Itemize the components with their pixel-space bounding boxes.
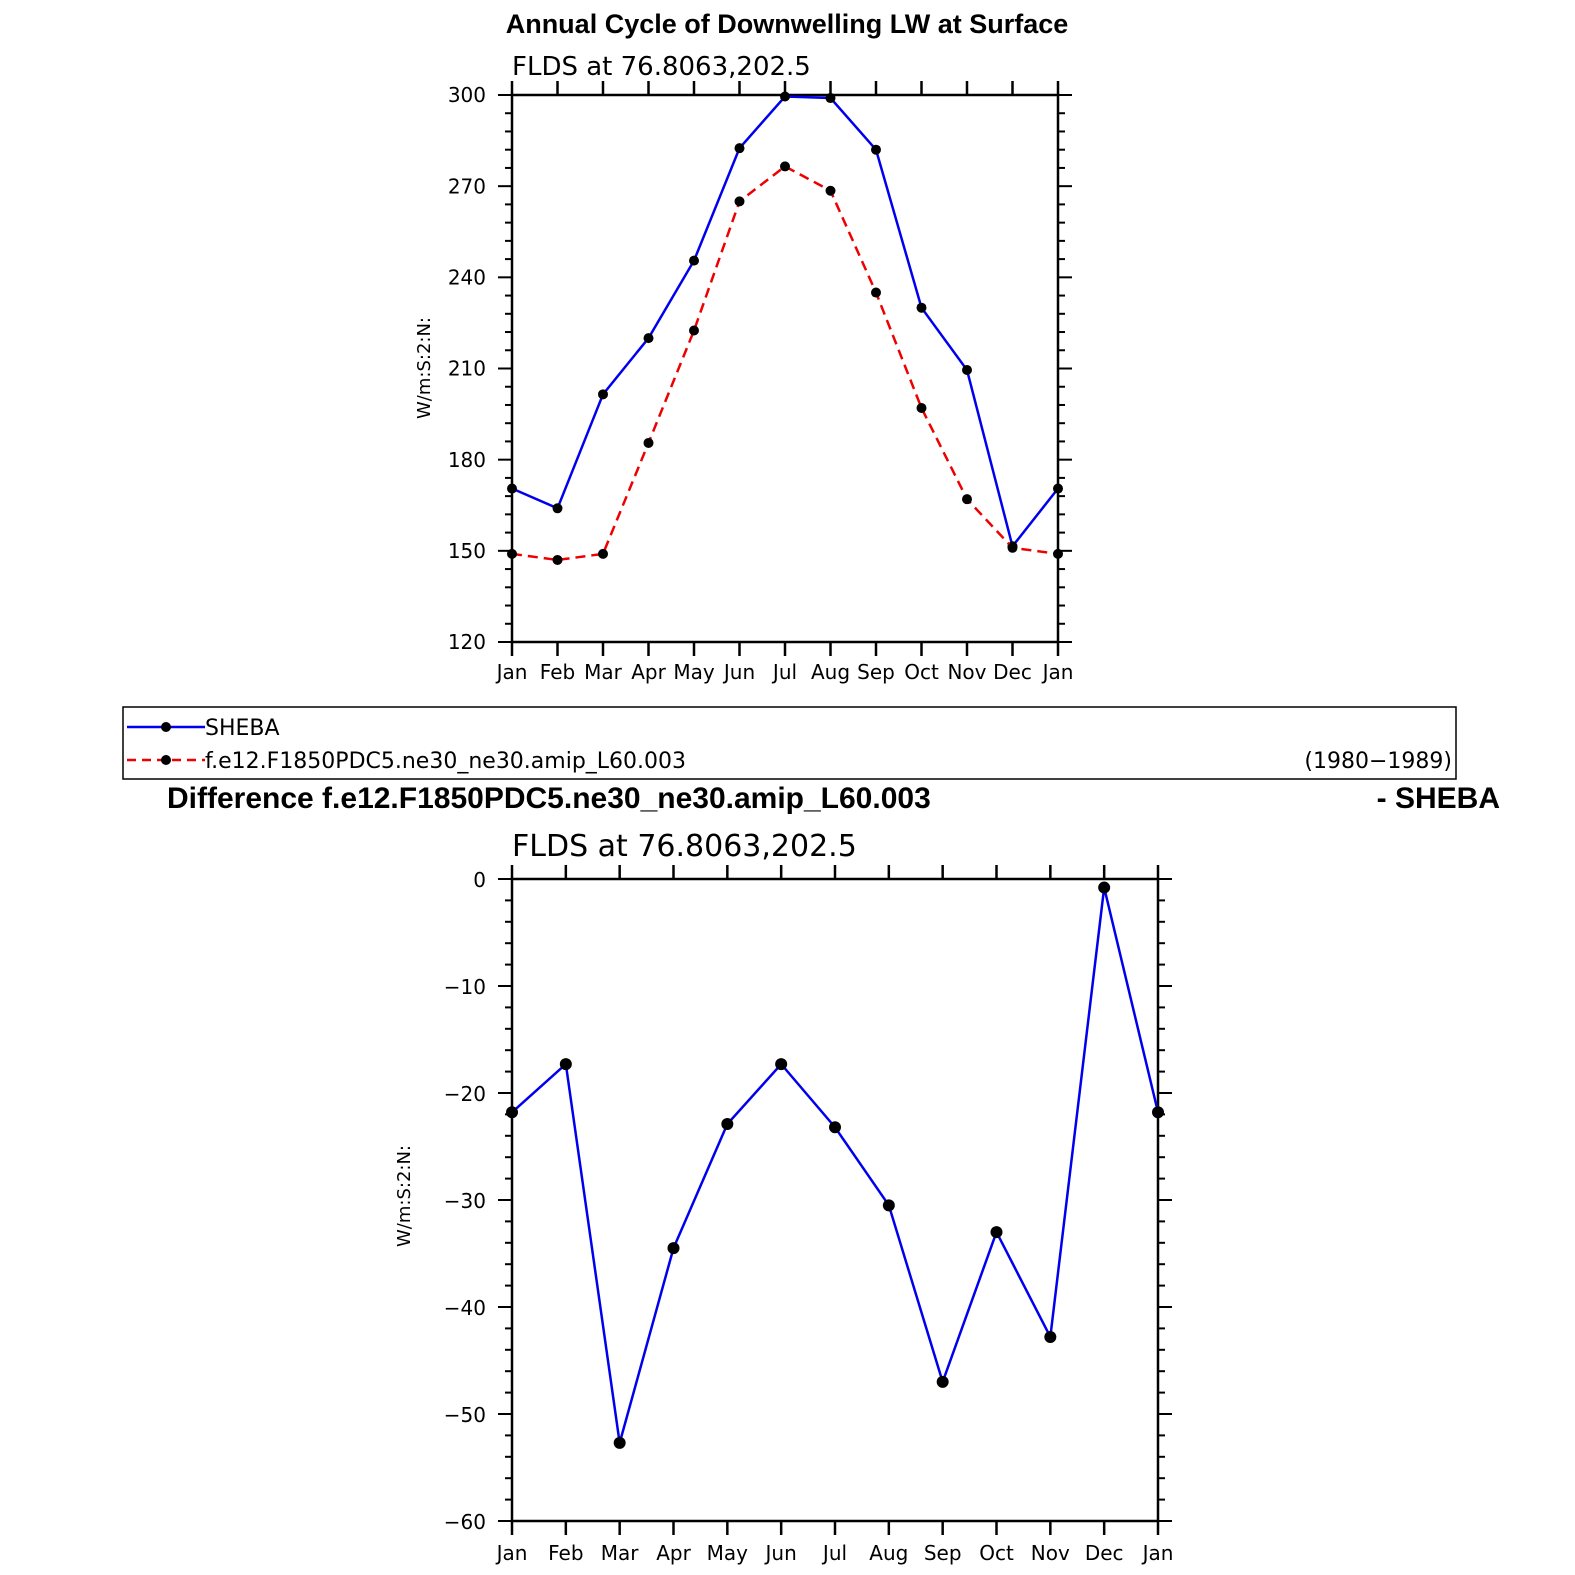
x-tick-label: Feb	[540, 660, 575, 684]
series-0-point	[775, 1058, 788, 1071]
series-0-point	[1152, 1106, 1164, 1119]
series-1-point	[780, 161, 790, 172]
x-tick-label: Jan	[1141, 1541, 1174, 1565]
x-tick-label: Apr	[656, 1541, 691, 1565]
y-tick-label: −30	[444, 1189, 486, 1213]
x-tick-label: Feb	[548, 1541, 583, 1565]
x-tick-label: May	[707, 1541, 749, 1565]
series-0-point	[871, 144, 881, 155]
series-1-point	[689, 325, 699, 336]
y-tick-label: −10	[444, 975, 486, 999]
legend-period: (1980−1989)	[1304, 749, 1452, 774]
y-tick-label: −50	[444, 1403, 486, 1427]
x-tick-label: Nov	[947, 660, 986, 684]
x-tick-label: Dec	[1085, 1541, 1124, 1565]
series-0-point	[1098, 881, 1111, 894]
series-line-1	[511, 164, 1059, 562]
x-tick-label: Apr	[631, 660, 666, 684]
chart2-y-axis-label: W/m:S:2:N:	[394, 1145, 415, 1247]
legend-model-label: f.e12.F1850PDC5.ne30_ne30.amip_L60.003	[205, 749, 686, 774]
series-1-point	[1007, 542, 1018, 553]
chart1-title: Annual Cycle of Downwelling LW at Surfac…	[506, 9, 1069, 39]
chart1-plot-frame	[510, 93, 1060, 644]
chart2-plot-frame	[510, 877, 1160, 1523]
chart1-y-axis-label: W/m:S:2:N:	[414, 317, 435, 419]
series-1-point	[916, 403, 927, 414]
x-tick-label: Jul	[771, 660, 797, 684]
series-1-point	[598, 548, 608, 559]
series-0-point	[1044, 1330, 1057, 1343]
series-0-point	[506, 1106, 518, 1119]
series-0-point	[507, 483, 517, 494]
x-tick-label: Sep	[857, 660, 895, 684]
legend-box	[122, 706, 1457, 780]
x-tick-label: Nov	[1031, 1541, 1070, 1565]
series-0-point	[667, 1242, 680, 1255]
y-tick-label: −20	[444, 1082, 486, 1106]
chart1-subtitle: FLDS at 76.8063,202.5	[512, 52, 811, 82]
x-tick-label: Jun	[764, 1541, 797, 1565]
series-0-point	[613, 1436, 626, 1449]
x-tick-label: May	[673, 660, 715, 684]
legend-model-marker	[161, 755, 171, 765]
y-tick-label: 180	[448, 448, 486, 472]
chart2-subtitle: FLDS at 76.8063,202.5	[512, 829, 857, 864]
series-0-point	[916, 302, 927, 313]
chart2-title-right: - SHEBA	[1377, 782, 1500, 815]
x-tick-label: Jun	[722, 660, 755, 684]
legend: SHEBA f.e12.F1850PDC5.ne30_ne30.amip_L60…	[122, 706, 1457, 780]
y-tick-label: 270	[448, 174, 486, 198]
series-0-point	[825, 93, 836, 104]
x-tick-label: Jan	[1041, 660, 1074, 684]
x-tick-label: Aug	[811, 660, 850, 684]
y-tick-label: −60	[444, 1510, 486, 1534]
x-tick-label: Oct	[904, 660, 939, 684]
x-tick-label: Mar	[601, 1541, 640, 1565]
series-0-point	[829, 1121, 841, 1134]
x-tick-label: Sep	[924, 1541, 962, 1565]
y-tick-label: −40	[444, 1296, 486, 1320]
bottom-chart: Difference f.e12.F1850PDC5.ne30_ne30.ami…	[167, 782, 1500, 1565]
x-tick-label: Jul	[821, 1541, 847, 1565]
legend-sheba-label: SHEBA	[205, 716, 280, 741]
y-tick-label: 240	[448, 266, 486, 290]
series-1-point	[962, 494, 972, 505]
series-0-point	[559, 1058, 572, 1071]
series-1-point	[734, 196, 745, 207]
top-chart: Annual Cycle of Downwelling LW at Surfac…	[414, 9, 1073, 684]
y-tick-label: 300	[448, 83, 486, 107]
chart2-title-left: Difference f.e12.F1850PDC5.ne30_ne30.ami…	[167, 782, 931, 815]
series-1-point	[871, 287, 881, 298]
series-0-point	[734, 143, 745, 154]
y-tick-label: 150	[448, 539, 486, 563]
x-tick-label: Jan	[495, 1541, 528, 1565]
series-0-point	[990, 1226, 1003, 1239]
series-0-point	[643, 333, 654, 344]
legend-sheba-marker	[161, 722, 171, 732]
series-1-point	[643, 437, 654, 448]
x-tick-label: Oct	[979, 1541, 1014, 1565]
series-1-point	[1053, 548, 1063, 559]
series-0-point	[721, 1118, 734, 1131]
series-0-point	[936, 1375, 949, 1388]
x-tick-label: Aug	[869, 1541, 908, 1565]
series-1-point	[552, 554, 563, 565]
series-0-point	[780, 91, 790, 102]
series-line-0	[511, 887, 1160, 1444]
y-tick-label: 0	[473, 868, 486, 892]
x-tick-label: Mar	[584, 660, 623, 684]
x-tick-label: Dec	[993, 660, 1032, 684]
y-tick-label: 210	[448, 357, 486, 381]
series-0-point	[552, 503, 563, 514]
series-0-point	[598, 389, 608, 400]
series-1-point	[825, 185, 836, 196]
x-tick-label: Jan	[495, 660, 528, 684]
series-0-point	[1053, 483, 1063, 494]
series-0-point	[962, 365, 972, 376]
series-0-point	[689, 255, 699, 266]
y-tick-label: 120	[448, 630, 486, 654]
series-1-point	[507, 548, 517, 559]
series-0-point	[882, 1199, 895, 1212]
